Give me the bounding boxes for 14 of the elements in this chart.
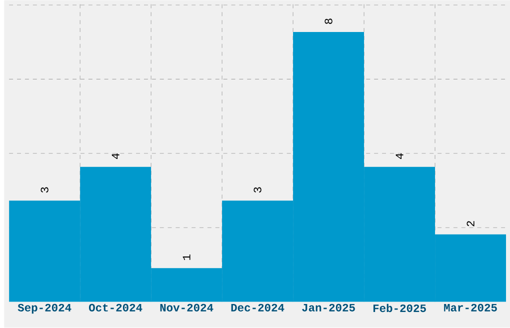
data-label: 3	[254, 187, 262, 193]
data-label: 3	[40, 187, 48, 193]
data-label: 1	[182, 254, 190, 260]
x-tick-label: Jan-2025	[302, 304, 355, 312]
x-tick-label: Sep-2024	[18, 304, 72, 314]
data-label: 8	[324, 18, 332, 24]
x-tick-label: Mar-2025	[444, 304, 497, 312]
x-tick-label: Dec-2024	[231, 304, 284, 312]
x-tick-label: Oct-2024	[88, 304, 142, 312]
data-label: 4	[112, 154, 120, 160]
data-label: 4	[396, 154, 404, 160]
x-tick-label: Nov-2024	[160, 304, 214, 312]
data-label: 2	[466, 221, 474, 226]
x-tick-label: Feb-2025	[373, 304, 426, 312]
